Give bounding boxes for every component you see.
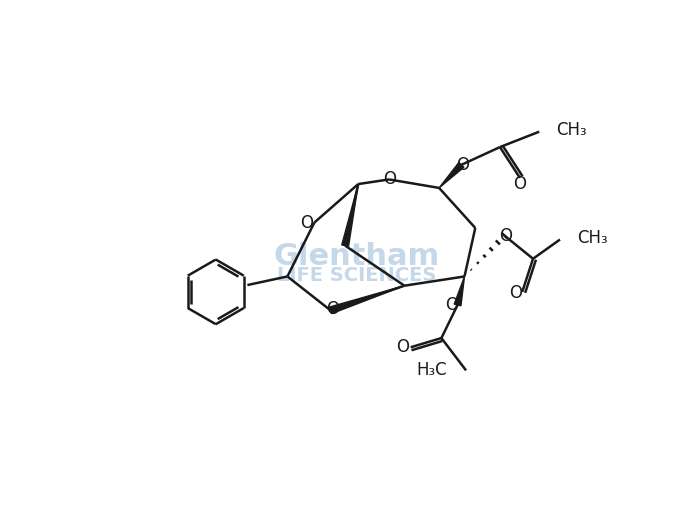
Text: O: O [445, 296, 458, 314]
Text: O: O [514, 175, 526, 193]
Text: O: O [509, 284, 523, 303]
Text: O: O [456, 156, 468, 174]
Text: O: O [397, 339, 409, 356]
Text: O: O [383, 171, 396, 188]
Text: LIFE SCIENCES: LIFE SCIENCES [277, 266, 436, 285]
Polygon shape [439, 162, 464, 188]
Text: H₃C: H₃C [416, 361, 447, 380]
Text: Glentham: Glentham [274, 242, 440, 271]
Text: O: O [326, 300, 340, 318]
Text: O: O [300, 214, 313, 231]
Text: O: O [500, 227, 512, 244]
Text: CH₃: CH₃ [577, 229, 608, 247]
Polygon shape [454, 277, 464, 306]
Polygon shape [329, 285, 404, 314]
Polygon shape [342, 184, 358, 246]
Text: CH₃: CH₃ [556, 121, 587, 139]
